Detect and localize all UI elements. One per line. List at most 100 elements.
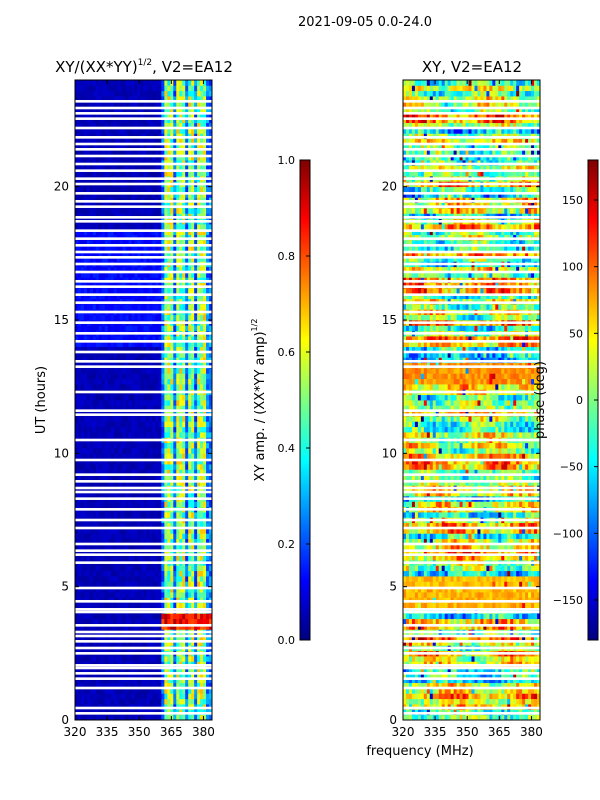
amplitude-cell — [83, 592, 88, 598]
amplitude-cell — [149, 469, 153, 476]
amplitude-cell — [200, 245, 204, 252]
amplitude-cell — [179, 394, 183, 401]
amplitude-cell — [77, 256, 82, 262]
amplitude-cell — [143, 378, 147, 385]
amplitude-cell — [89, 346, 94, 353]
amplitude-cell — [113, 304, 118, 310]
amplitude-cell — [116, 421, 121, 428]
amplitude-cell — [167, 586, 171, 593]
amplitude-cell — [80, 378, 85, 385]
amplitude-cell — [119, 618, 124, 625]
amplitude-cell — [119, 672, 124, 678]
amplitude-cell — [149, 170, 153, 177]
amplitude-cell — [164, 336, 168, 342]
amplitude-cell — [128, 512, 132, 518]
amplitude-cell — [203, 394, 207, 401]
amplitude-cell — [107, 581, 112, 588]
amplitude-cell — [107, 538, 112, 545]
amplitude-cell — [176, 186, 180, 193]
amplitude-cell — [167, 154, 171, 161]
amplitude-cell — [101, 256, 106, 262]
amplitude-cell — [80, 400, 85, 406]
amplitude-cell — [191, 554, 195, 561]
amplitude-cell — [86, 656, 91, 662]
amplitude-cell — [176, 416, 180, 422]
amplitude-cell — [152, 384, 156, 390]
amplitude-cell — [167, 458, 171, 465]
amplitude-cell — [179, 549, 183, 556]
amplitude-cell — [176, 368, 180, 374]
amplitude-cell — [149, 272, 153, 278]
amplitude-cell — [143, 421, 147, 428]
amplitude-cell — [113, 149, 118, 156]
amplitude-cell — [89, 192, 94, 198]
amplitude-cell — [113, 378, 118, 385]
amplitude-cell — [188, 480, 192, 486]
amplitude-cell — [134, 149, 138, 156]
amplitude-cell — [125, 501, 130, 508]
amplitude-cell — [191, 576, 195, 582]
amplitude-cell — [167, 165, 171, 172]
amplitude-cell — [203, 570, 207, 577]
amplitude-cell — [101, 288, 106, 294]
amplitude-cell — [164, 549, 168, 556]
amplitude-cell — [137, 352, 141, 358]
amplitude-cell — [80, 325, 85, 332]
amplitude-cell — [113, 618, 118, 625]
amplitude-cell — [200, 154, 204, 161]
amplitude-cell — [77, 373, 82, 380]
amplitude-cell — [209, 538, 213, 545]
amplitude-cell — [95, 240, 100, 246]
amplitude-cell — [119, 442, 124, 449]
amplitude-cell — [86, 149, 91, 156]
amplitude-cell — [122, 154, 127, 161]
amplitude-cell — [125, 400, 130, 406]
amplitude-cell — [119, 293, 124, 300]
amplitude-cell — [80, 256, 85, 262]
amplitude-cell — [98, 592, 103, 598]
amplitude-cell — [164, 581, 168, 588]
amplitude-cell — [131, 378, 135, 385]
amplitude-cell — [203, 384, 207, 390]
amplitude-cell — [170, 432, 174, 438]
amplitude-cell — [206, 464, 210, 470]
amplitude-cell — [140, 373, 144, 380]
amplitude-cell — [134, 714, 138, 721]
amplitude-cell — [191, 229, 195, 236]
amplitude-cell — [77, 592, 82, 598]
amplitude-cell — [116, 656, 121, 662]
amplitude-cell — [206, 538, 210, 545]
amplitude-cell — [155, 464, 159, 470]
amplitude-cell — [77, 581, 82, 588]
amplitude-cell — [203, 368, 207, 374]
amplitude-cell — [116, 602, 121, 609]
amplitude-cell — [197, 522, 201, 529]
amplitude-cell — [134, 426, 138, 433]
amplitude-cell — [209, 288, 213, 294]
amplitude-cell — [206, 304, 210, 310]
amplitude-cell — [158, 714, 162, 721]
amplitude-cell — [101, 149, 106, 156]
amplitude-cell — [101, 325, 106, 332]
amplitude-cell — [137, 682, 141, 689]
amplitude-cell — [122, 325, 127, 332]
amplitude-cell — [83, 165, 88, 172]
amplitude-cell — [146, 314, 150, 321]
amplitude-cell — [134, 528, 138, 534]
amplitude-cell — [185, 656, 189, 662]
amplitude-cell — [110, 666, 115, 673]
amplitude-cell — [107, 565, 112, 572]
amplitude-cell — [155, 373, 159, 380]
amplitude-cell — [176, 165, 180, 172]
amplitude-cell — [119, 165, 124, 172]
amplitude-cell — [188, 432, 192, 438]
amplitude-cell — [86, 448, 91, 454]
amplitude-cell — [95, 245, 100, 252]
amplitude-cell — [203, 693, 207, 700]
amplitude-cell — [113, 512, 118, 518]
amplitude-cell — [92, 229, 97, 236]
amplitude-cell — [188, 250, 192, 257]
amplitude-cell — [167, 570, 171, 577]
amplitude-cell — [191, 570, 195, 577]
amplitude-cell — [89, 656, 94, 662]
